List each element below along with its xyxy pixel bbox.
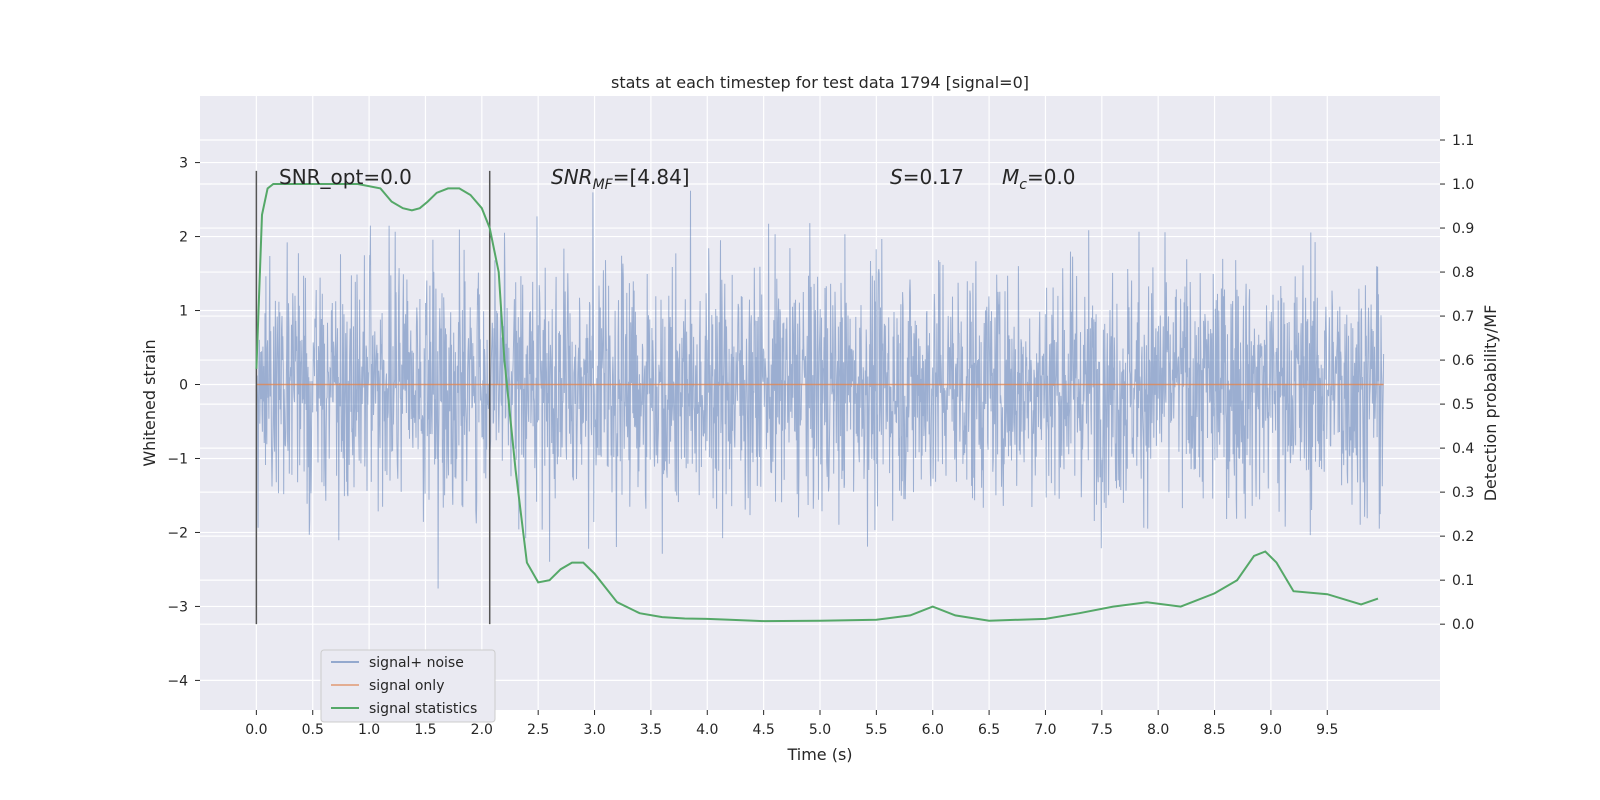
y2-tick-label: 0.3: [1452, 485, 1474, 501]
signal-statistics-series: [255, 183, 1379, 623]
mc-sub: c: [1019, 177, 1027, 193]
chart-title: stats at each timestep for test data 179…: [611, 73, 1029, 92]
y2-tick-label: 0.8: [1452, 265, 1474, 281]
y-tick-label: −2: [167, 525, 188, 541]
annotation-snr-mf: SNRMF=[4.84]: [551, 165, 690, 193]
y2-tick-label: 0.7: [1452, 309, 1474, 325]
y2-tick-label: 0.2: [1452, 529, 1474, 545]
mc-base: M: [1002, 165, 1019, 189]
x-tick-label: 9.0: [1260, 722, 1282, 738]
legend-label-noise: signal+ noise: [369, 655, 464, 671]
y-tick-label: −3: [167, 599, 188, 615]
legend: signal+ noise signal only signal statist…: [320, 649, 496, 723]
y2-tick-label: 0.0: [1452, 617, 1474, 633]
s-value: =0.17: [903, 165, 964, 189]
x-tick-label: 3.5: [640, 722, 662, 738]
y2-tick-label: 0.9: [1452, 221, 1474, 237]
x-tick-labels: 0.0 0.5 1.0 1.5 2.0 2.5 3.0 3.5 4.0 4.5 5.0 5.5 6.0 6…: [245, 710, 1338, 738]
legend-label-stats: signal statistics: [369, 701, 477, 717]
x-tick-label: 5.0: [809, 722, 831, 738]
vertical-markers: [255, 170, 491, 625]
y-tick-label: −1: [167, 451, 188, 467]
y2-tick-label: 0.4: [1452, 441, 1474, 457]
y2-tick-labels: 1.1 1.0 0.9 0.8 0.7 0.6 0.5 0.4 0.3 0.2 0.1 0.0: [1440, 133, 1474, 633]
x-tick-label: 2.0: [471, 722, 493, 738]
signal-noise-trace: [255, 190, 1385, 589]
s-sym: S: [890, 165, 903, 189]
x-tick-label: 6.0: [922, 722, 944, 738]
legend-label-signal: signal only: [369, 678, 444, 694]
y2-tick-label: 0.5: [1452, 397, 1474, 413]
x-axis-title: Time (s): [786, 745, 852, 764]
legend-box: [320, 649, 496, 723]
snr-mf-sub: MF: [593, 177, 614, 193]
x-tick-label: 1.5: [414, 722, 436, 738]
snr-mf-base: SNR: [551, 165, 593, 189]
y2-tick-label: 0.1: [1452, 573, 1474, 589]
y2-tick-label: 1.1: [1452, 133, 1474, 149]
mc-value: =0.0: [1027, 165, 1076, 189]
annotation-s: S=0.17: [890, 165, 964, 189]
x-tick-label: 8.0: [1147, 722, 1169, 738]
y2-tick-label: 0.6: [1452, 353, 1474, 369]
x-tick-label: 0.5: [302, 722, 324, 738]
y-tick-label: 0: [179, 378, 188, 394]
y2-axis-title: Detection probability/MF: [1481, 305, 1500, 502]
y-tick-label: 1: [179, 304, 188, 320]
y-tick-label: 2: [179, 230, 188, 246]
y-tick-label: −4: [167, 673, 188, 689]
x-tick-label: 3.0: [583, 722, 605, 738]
x-tick-label: 7.5: [1091, 722, 1113, 738]
y-axis-title: Whitened strain: [140, 339, 159, 466]
signal-noise-series: [255, 190, 1385, 589]
y-tick-label: 3: [179, 156, 188, 172]
x-tick-label: 6.5: [978, 722, 1000, 738]
y-tick-labels: 3 2 1 0 −1 −2 −3 −4: [167, 156, 200, 689]
x-tick-label: 2.5: [527, 722, 549, 738]
x-tick-label: 5.5: [865, 722, 887, 738]
x-tick-label: 8.5: [1203, 722, 1225, 738]
x-tick-label: 4.5: [753, 722, 775, 738]
annotation-mc: Mc=0.0: [1002, 165, 1076, 193]
x-tick-label: 1.0: [358, 722, 380, 738]
x-tick-label: 0.0: [245, 722, 267, 738]
x-tick-label: 4.0: [696, 722, 718, 738]
x-tick-label: 7.0: [1034, 722, 1056, 738]
snr-mf-value: =[4.84]: [613, 165, 690, 189]
annotation-snr-opt: SNR_opt=0.0: [279, 165, 412, 189]
x-tick-label: 9.5: [1316, 722, 1338, 738]
y2-tick-label: 1.0: [1452, 177, 1474, 193]
